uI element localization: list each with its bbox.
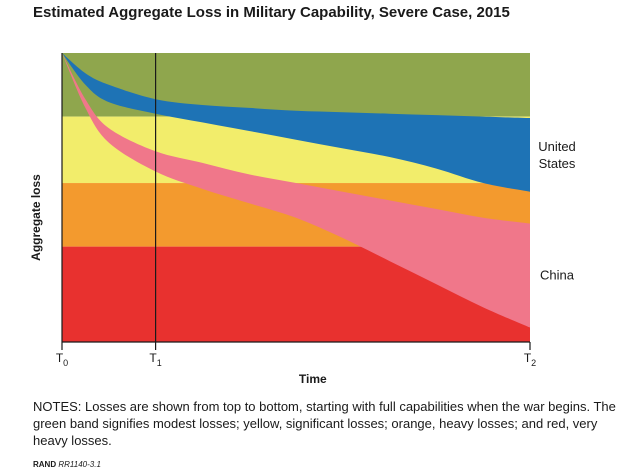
chart-title: Estimated Aggregate Loss in Military Cap… <box>33 4 510 21</box>
source-credit: RAND RR1140-3.1 <box>33 460 101 469</box>
series-areas <box>62 53 530 328</box>
series-label-united-states: United States <box>538 139 576 171</box>
tick-label: T1 <box>149 351 161 368</box>
tick-label: T2 <box>524 351 536 368</box>
chart: T0 T1 T2 Time Aggregate loss United States C… <box>29 53 576 386</box>
y-axis-title: Aggregate loss <box>29 174 43 261</box>
series-label-china: China <box>540 268 575 283</box>
area-china <box>62 53 530 328</box>
chart-notes: NOTES: Losses are shown from top to bott… <box>33 399 616 448</box>
source-label: RAND <box>33 460 57 469</box>
series-labels: United States China <box>538 139 576 283</box>
x-axis-title: Time <box>299 372 327 386</box>
x-axis-ticks: T0 T1 T2 <box>56 342 536 368</box>
source-id: RR1140-3.1 <box>58 460 101 469</box>
tick-label: T0 <box>56 351 68 368</box>
area-united-states <box>62 53 530 192</box>
